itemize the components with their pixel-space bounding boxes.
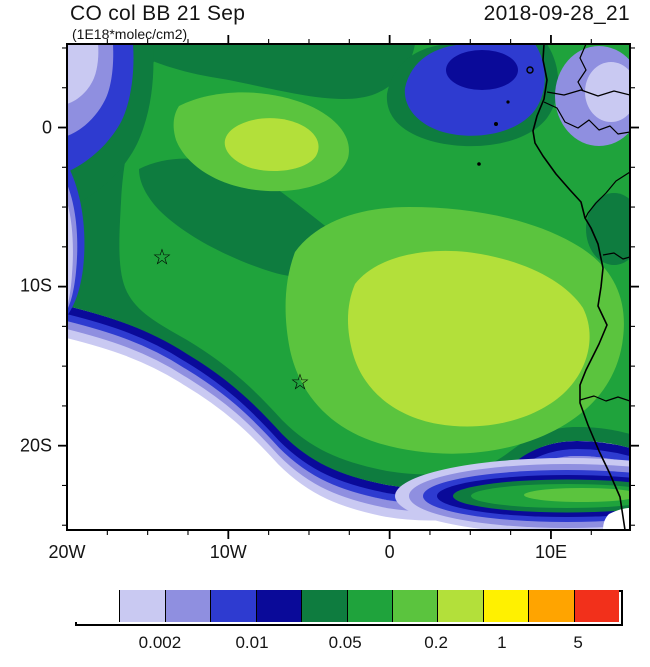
country-borders [543,44,630,402]
coastline [532,44,626,530]
plot-border [66,43,631,531]
station-markers: ☆☆ [152,246,310,396]
y-tick-label: 0 [41,117,52,138]
colorbar-cells [75,590,620,622]
colorbar-tick-label: 1 [497,633,507,652]
plot-timestamp: 2018-09-28_21 [483,2,630,25]
colorbar-cell [573,590,620,622]
contour-map: ☆☆ [58,35,639,539]
colorbar-cell [164,590,211,622]
colorbar-cell [437,590,483,622]
x-tick-label: 20W [48,542,86,562]
colorbar-cell [528,590,574,622]
x-tick-label: 10E [534,542,567,562]
colorbar-tick-label: 5 [573,633,583,652]
colorbar-cell [301,590,347,622]
colorbar-tick-label: 0.2 [424,633,448,652]
x-tick-label: 0 [384,542,395,562]
plot-units-label: (1E18*molec/cm2) [72,26,188,42]
colorbar [75,590,623,626]
contour-field [67,44,630,530]
islands [477,66,534,166]
x-tick-label: 10W [209,542,247,562]
colorbar-tick-label: 0.01 [235,633,269,652]
colorbar-cell [119,590,165,622]
x-axis-labels: 20W 10W 0 10E [48,542,630,566]
colorbar-cell [346,590,392,622]
colorbar-labels: 0.002 0.01 0.05 0.2 1 5 [75,633,623,655]
star-marker: ☆ [152,246,172,271]
y-tick-label: 20S [19,435,52,456]
y-axis-labels: 0 10S 20S [0,44,58,530]
colorbar-tick-label: 0.002 [138,633,182,652]
colorbar-cell [391,590,438,622]
star-marker: ☆ [290,371,310,396]
y-tick-label: 10S [19,275,52,296]
colorbar-cell [482,590,529,622]
colorbar-tick-label: 0.05 [328,633,362,652]
colorbar-cell [75,590,120,622]
colorbar-cell [255,590,302,622]
plot-title: CO col BB 21 Sep [70,2,246,25]
colorbar-cell [210,590,256,622]
